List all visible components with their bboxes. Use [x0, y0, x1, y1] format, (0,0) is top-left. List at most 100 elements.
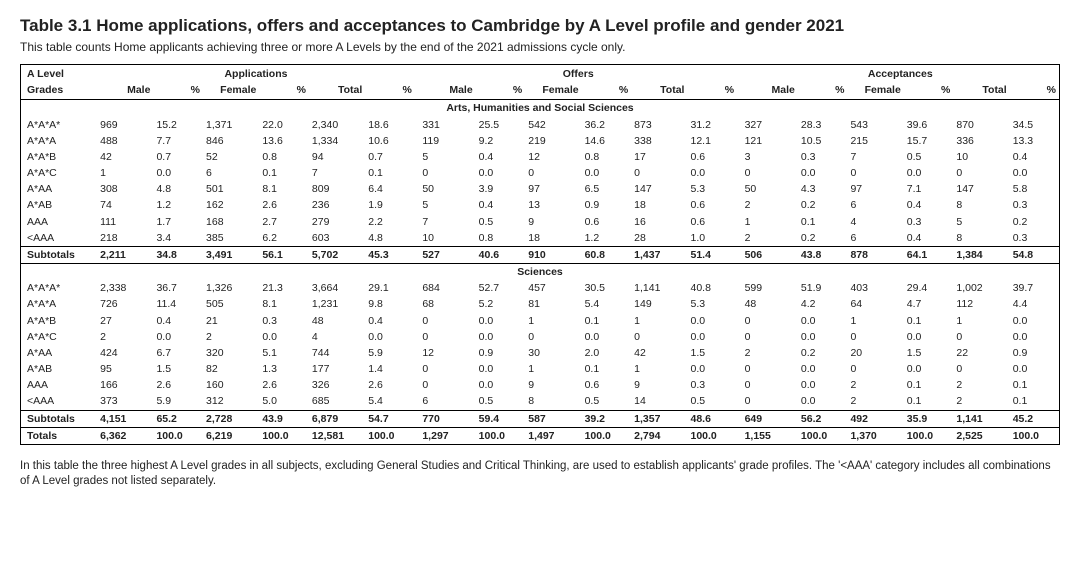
value-cell: 0.0: [476, 165, 526, 181]
value-cell: 8.1: [259, 296, 309, 312]
grade-cell: A*AA: [21, 181, 98, 197]
value-cell: 1,334: [309, 133, 365, 149]
value-cell: 5: [953, 214, 1009, 230]
table-row: A*A*A*2,33836.71,32621.33,66429.168452.7…: [21, 280, 1060, 296]
value-cell: 160: [203, 377, 259, 393]
section-label: Sciences: [21, 264, 1060, 281]
value-cell: 15.2: [153, 117, 203, 133]
value-cell: 0.1: [904, 377, 954, 393]
table-row: AAA1662.61602.63262.600.090.690.300.020.…: [21, 377, 1060, 393]
value-cell: 0.9: [476, 345, 526, 361]
value-cell: 0.4: [1010, 149, 1060, 165]
value-cell: 28: [631, 230, 687, 247]
value-cell: 10.5: [798, 133, 848, 149]
value-cell: 5.9: [365, 345, 415, 361]
value-cell: 45.2: [1010, 410, 1060, 427]
value-cell: 18: [525, 230, 581, 247]
value-cell: 236: [309, 197, 365, 213]
value-cell: 0.3: [259, 313, 309, 329]
value-cell: 43.8: [798, 246, 848, 263]
value-cell: 4.8: [365, 230, 415, 247]
value-cell: 424: [97, 345, 153, 361]
value-cell: 1,371: [203, 117, 259, 133]
value-cell: 8: [953, 230, 1009, 247]
value-cell: 9.2: [476, 133, 526, 149]
table-header: A Level Applications Offers Acceptances …: [21, 65, 1060, 100]
value-cell: 1.3: [259, 361, 309, 377]
value-cell: 0.3: [687, 377, 737, 393]
value-cell: 0.6: [687, 197, 737, 213]
value-cell: 13: [525, 197, 581, 213]
value-cell: 219: [525, 133, 581, 149]
value-cell: 870: [953, 117, 1009, 133]
value-cell: 0.5: [904, 149, 954, 165]
value-cell: 0.2: [798, 197, 848, 213]
table-row: A*A*B420.7520.8940.750.4120.8170.630.370…: [21, 149, 1060, 165]
value-cell: 0: [953, 361, 1009, 377]
value-cell: 0.7: [365, 149, 415, 165]
header-grades-line1: A Level: [21, 65, 98, 83]
value-cell: 685: [309, 393, 365, 410]
table-row: AAA1111.71682.72792.270.590.6160.610.140…: [21, 214, 1060, 230]
header-subcol: Male: [742, 82, 798, 100]
value-cell: 6.4: [365, 181, 415, 197]
grade-cell: AAA: [21, 214, 98, 230]
value-cell: 5: [419, 197, 475, 213]
value-cell: 1,297: [419, 427, 475, 444]
value-cell: 12: [525, 149, 581, 165]
grade-cell: A*A*A: [21, 296, 98, 312]
table-row: A*A*C20.020.040.000.000.000.000.000.000.…: [21, 329, 1060, 345]
value-cell: 81: [525, 296, 581, 312]
value-cell: 4.7: [904, 296, 954, 312]
value-cell: 0.5: [476, 214, 526, 230]
value-cell: 8: [953, 197, 1009, 213]
value-cell: 0.1: [1010, 393, 1060, 410]
header-subcol: Total: [953, 82, 1009, 100]
value-cell: 10.6: [365, 133, 415, 149]
value-cell: 0.5: [687, 393, 737, 410]
value-cell: 3.9: [476, 181, 526, 197]
value-cell: 14.6: [582, 133, 632, 149]
value-cell: 0.4: [476, 149, 526, 165]
value-cell: 0.5: [582, 393, 632, 410]
grade-cell: A*A*A*: [21, 280, 98, 296]
value-cell: 97: [847, 181, 903, 197]
value-cell: 0: [742, 329, 798, 345]
total-row: Totals6,362100.06,219100.012,581100.01,2…: [21, 427, 1060, 444]
table-row: A*A*A72611.45058.11,2319.8685.2815.41495…: [21, 296, 1060, 312]
value-cell: 60.8: [582, 246, 632, 263]
value-cell: 2.0: [582, 345, 632, 361]
value-cell: 1: [742, 214, 798, 230]
value-cell: 809: [309, 181, 365, 197]
value-cell: 2.6: [365, 377, 415, 393]
value-cell: 0: [419, 313, 475, 329]
grade-cell: A*A*B: [21, 149, 98, 165]
value-cell: 2,338: [97, 280, 153, 296]
value-cell: 25.5: [476, 117, 526, 133]
value-cell: 30.5: [582, 280, 632, 296]
table-row: A*AB951.5821.31771.400.010.110.000.000.0…: [21, 361, 1060, 377]
value-cell: 48: [742, 296, 798, 312]
value-cell: 1: [631, 313, 687, 329]
value-cell: 0.1: [904, 313, 954, 329]
value-cell: 0.8: [476, 230, 526, 247]
table-row: A*A*A4887.784613.61,33410.61199.221914.6…: [21, 133, 1060, 149]
header-subcol: Total: [309, 82, 365, 100]
value-cell: 0.6: [582, 377, 632, 393]
value-cell: 0.0: [476, 361, 526, 377]
table-subtitle: This table counts Home applicants achiev…: [20, 40, 1060, 54]
value-cell: 0.5: [476, 393, 526, 410]
value-cell: 2.6: [153, 377, 203, 393]
value-cell: 4: [309, 329, 365, 345]
value-cell: 5.3: [687, 181, 737, 197]
value-cell: 14: [631, 393, 687, 410]
header-subcol: Total: [631, 82, 687, 100]
value-cell: 1.5: [153, 361, 203, 377]
value-cell: 1,384: [953, 246, 1009, 263]
value-cell: 1.2: [153, 197, 203, 213]
value-cell: 0.9: [1010, 345, 1060, 361]
value-cell: 1.2: [582, 230, 632, 247]
value-cell: 6: [847, 197, 903, 213]
value-cell: 12,581: [309, 427, 365, 444]
grade-cell: A*A*C: [21, 329, 98, 345]
